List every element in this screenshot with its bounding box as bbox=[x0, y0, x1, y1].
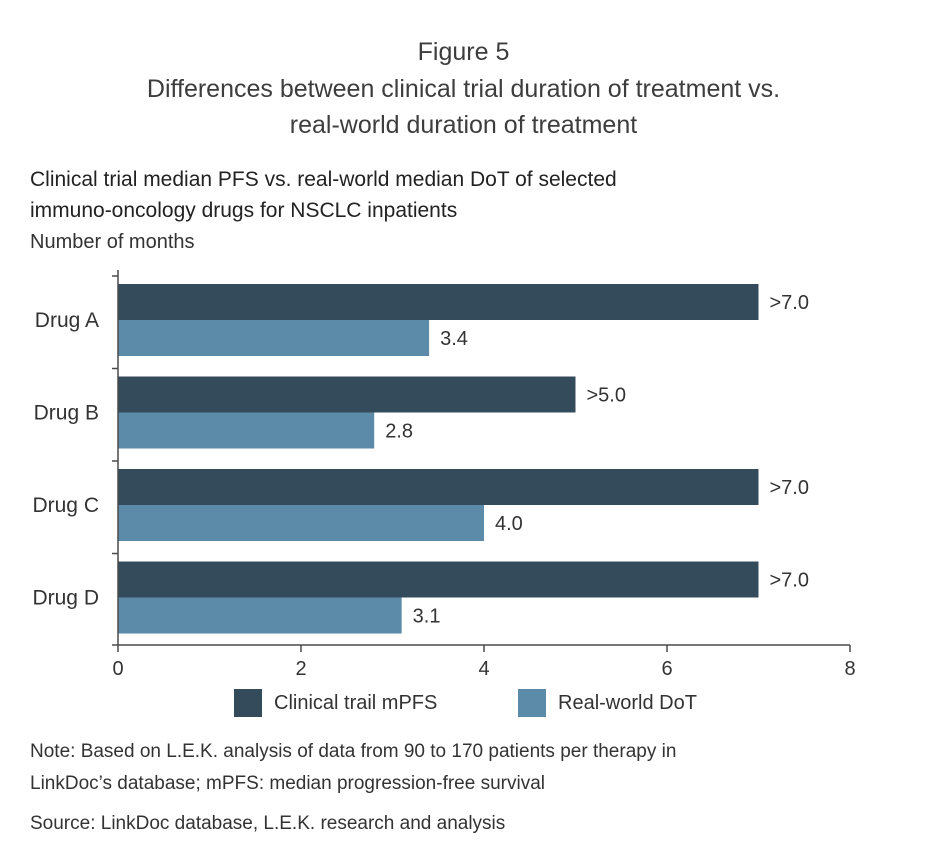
chart-subtitle-line1: Clinical trial median PFS vs. real-world… bbox=[30, 168, 617, 191]
bar-realworld-2 bbox=[118, 412, 375, 449]
x-tick-label: 4 bbox=[478, 658, 489, 680]
figure-number: Figure 5 bbox=[417, 38, 510, 66]
x-tick-label: 8 bbox=[844, 658, 855, 680]
units-label: Number of months bbox=[30, 231, 195, 253]
x-tick-label: 2 bbox=[295, 658, 306, 680]
chart-subtitle-line2: immuno-oncology drugs for NSCLC inpatien… bbox=[30, 199, 458, 222]
bar-clinical-3 bbox=[118, 469, 759, 505]
legend-label-realworld: Real-world DoT bbox=[558, 691, 697, 714]
category-label-4: Drug D bbox=[32, 587, 99, 610]
note-line2: LinkDoc’s database; mPFS: median progres… bbox=[30, 773, 545, 794]
legend-swatch-clinical bbox=[234, 689, 262, 717]
x-tick-label: 0 bbox=[112, 658, 123, 680]
note-line1: Note: Based on L.E.K. analysis of data f… bbox=[30, 741, 677, 762]
data-label-clinical-4: >7.0 bbox=[770, 570, 809, 592]
bar-clinical-4 bbox=[118, 561, 759, 598]
bar-chart: >7.0 3.4 Drug A >5.0 2.8 Drug B >7.0 4.0 Drug C >… bbox=[32, 270, 856, 680]
source-line: Source: LinkDoc database, L.E.K. researc… bbox=[30, 813, 506, 834]
data-label-realworld-2: 2.8 bbox=[385, 421, 413, 443]
legend-item-realworld: Real-world DoT bbox=[518, 688, 697, 718]
legend-swatch-realworld bbox=[518, 689, 546, 717]
data-label-realworld-1: 3.4 bbox=[440, 328, 468, 350]
category-label-1: Drug A bbox=[35, 309, 99, 332]
bar-realworld-4 bbox=[118, 597, 402, 634]
data-label-clinical-2: >5.0 bbox=[587, 385, 626, 407]
legend-item-clinical: Clinical trail mPFS bbox=[234, 688, 437, 718]
bar-clinical-2 bbox=[118, 376, 576, 413]
bar-realworld-3 bbox=[118, 505, 484, 541]
data-label-realworld-4: 3.1 bbox=[413, 606, 441, 628]
figure-title-line1: Differences between clinical trial durat… bbox=[146, 75, 781, 103]
data-label-clinical-3: >7.0 bbox=[770, 477, 809, 499]
figure-title-line2: real-world duration of treatment bbox=[289, 111, 638, 139]
category-label-3: Drug C bbox=[32, 494, 99, 517]
x-tick-label: 6 bbox=[661, 658, 672, 680]
bar-realworld-1 bbox=[118, 320, 430, 356]
data-label-realworld-3: 4.0 bbox=[495, 513, 523, 535]
legend-label-clinical: Clinical trail mPFS bbox=[274, 691, 438, 714]
data-label-clinical-1: >7.0 bbox=[770, 292, 809, 314]
category-label-2: Drug B bbox=[34, 402, 99, 425]
bar-clinical-1 bbox=[118, 284, 759, 320]
